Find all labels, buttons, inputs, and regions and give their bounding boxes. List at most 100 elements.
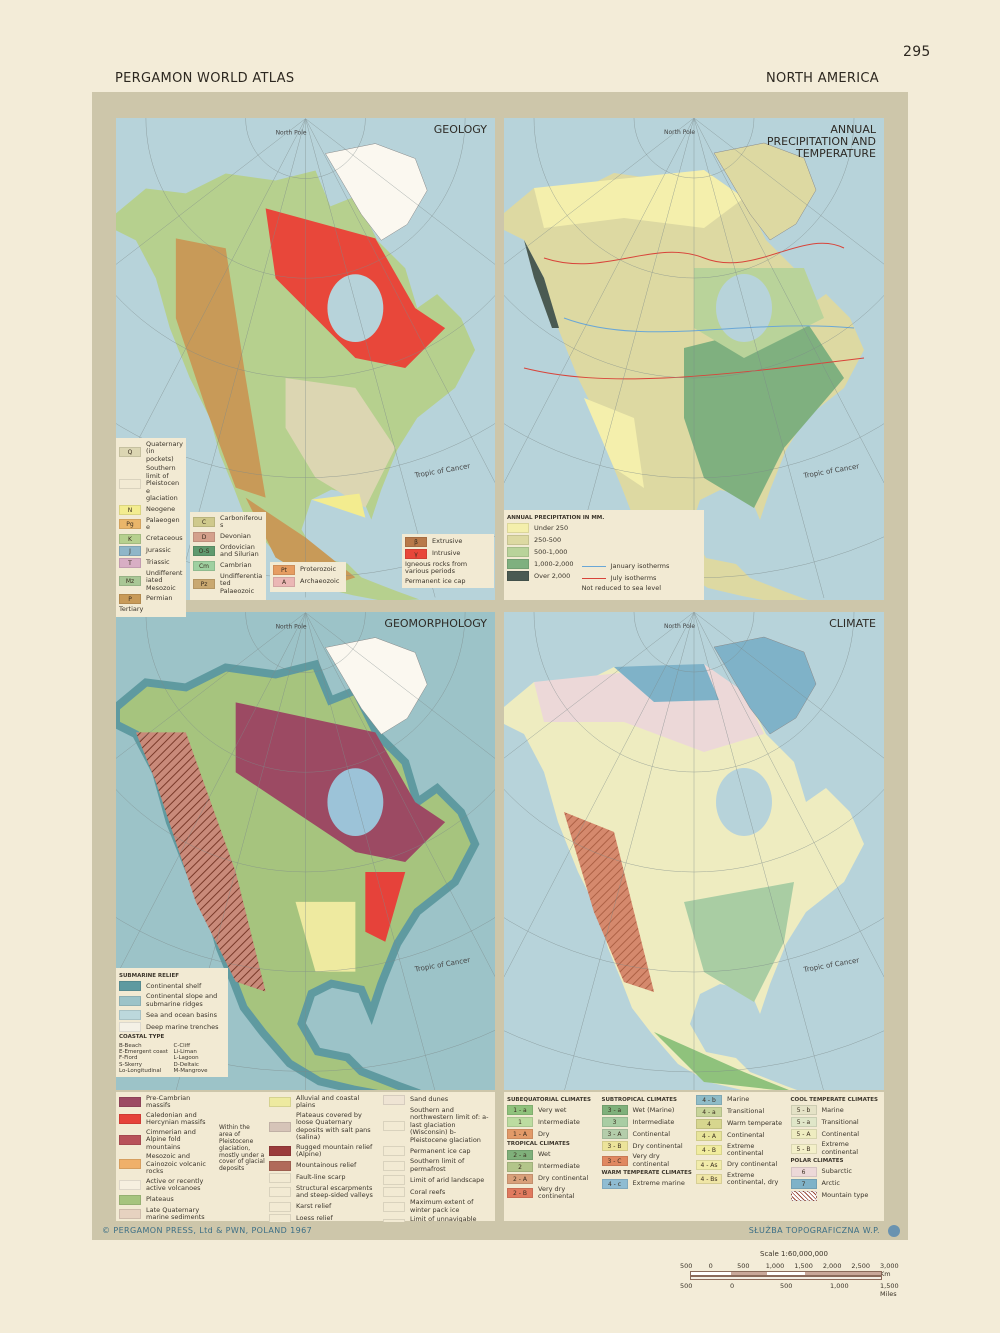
legend-label: Caledonian and Hercynian massifs	[146, 1110, 206, 1127]
legend-swatch	[790, 1190, 817, 1201]
legend-swatch	[269, 1201, 291, 1212]
legend-label: Mountainous relief	[296, 1161, 357, 1170]
legend-label: Ordovician and Silurian	[220, 542, 259, 559]
legend-heading: ANNUAL PRECIPITATION in mm.	[507, 515, 605, 521]
coastal-types: B-Beach C-Cliff E-Emergent coast Li-Liman F-…	[119, 1043, 225, 1075]
scale-tick-label: 500	[680, 1282, 693, 1290]
legend-swatch: 7	[790, 1178, 817, 1189]
legend-swatch	[269, 1097, 291, 1108]
climate-legend: SUBEQUATORIAL CLIMATES 1 - a Very wet 1 Inte…	[504, 1092, 884, 1221]
july-isotherm-line	[523, 357, 865, 380]
legend-swatch	[119, 981, 141, 992]
legend-item: Southern limit of permafrost	[383, 1158, 495, 1173]
legend-item: Alluvial and coastal plains	[269, 1094, 379, 1110]
subtropical-zone	[684, 882, 794, 1002]
geomorphology-submarine-legend: Submarine relief Continental shelf Contine…	[116, 968, 228, 1078]
legend-swatch: 5 - a	[790, 1117, 817, 1128]
north-pole-label: North Pole	[276, 130, 307, 137]
legend-label: Sand dunes	[410, 1095, 449, 1104]
legend-heading: Submarine relief	[119, 973, 179, 979]
legend-swatch: Pt	[273, 565, 295, 575]
legend-swatch: 3 - A	[601, 1129, 628, 1140]
legend-item: 5 - B Extreme continental	[790, 1141, 882, 1156]
legend-label: Southern and northwestern limit of: a- l…	[410, 1106, 489, 1144]
legend-item: Under 250	[507, 523, 574, 534]
legend-item: 1 Intermediate	[507, 1117, 598, 1128]
legend-swatch	[119, 1097, 141, 1108]
coastal-type: F-Fiord	[119, 1055, 138, 1062]
legend-item: 2 - B Very dry continental	[507, 1185, 598, 1201]
legend-swatch	[119, 995, 141, 1006]
precipitation-title: ANNUAL PRECIPITATION AND TEMPERATURE	[766, 123, 876, 161]
north-pole-label: North Pole	[664, 129, 695, 136]
scale-bar: Scale 1:60,000,000 500 0 500 1,000 1,500 2,00…	[680, 1250, 910, 1298]
legend-item: Over 2,000	[507, 571, 574, 582]
legend-swatch: 2 - A	[507, 1173, 533, 1184]
coastal-type: D-Deltaic	[173, 1061, 199, 1068]
legend-item: 2 Intermediate	[507, 1161, 598, 1172]
legend-swatch: K	[119, 533, 141, 544]
legend-swatch	[383, 1120, 405, 1131]
scale-tick-label: 500	[737, 1262, 750, 1270]
isotherm-line-icon	[581, 577, 606, 579]
legend-label: Undifferentiated Palaeozoic	[220, 571, 263, 595]
legend-heading: TROPICAL CLIMATES	[507, 1141, 570, 1148]
legend-label: Wet	[538, 1149, 551, 1158]
scale-tick-label: 500	[680, 1262, 693, 1270]
geology-legend-col3: Pt Proterozoic A Archaeozoic	[270, 562, 346, 592]
legend-item: Late Quaternary marine sediments	[119, 1206, 215, 1222]
isotherm-line-icon	[581, 565, 606, 567]
legend-item: Fault-line scarp	[269, 1172, 379, 1183]
legend-swatch: 4 - A	[696, 1131, 722, 1141]
legend-label: Mountain type	[821, 1190, 869, 1199]
legend-label: Palaeogene	[146, 515, 180, 532]
legend-label: Archaeozoic	[300, 577, 340, 586]
legend-label: Plateaus covered by loose Quaternary dep…	[296, 1110, 371, 1142]
publisher: SŁUŻBA TOPOGRAFICZNA W.P.	[748, 1226, 880, 1235]
legend-item: Q Quaternary (in pockets)	[119, 440, 183, 463]
isotherm-note: Not reduced to sea level	[581, 584, 662, 593]
mountain-type-zone	[564, 812, 654, 992]
coastal-type: Lo-Longitudinal	[119, 1067, 162, 1074]
legend-label: Triassic	[146, 557, 170, 566]
legend-swatch: 3 - B	[601, 1141, 628, 1152]
legend-label: 500-1,000	[534, 547, 568, 556]
legend-item: Plateaus	[119, 1194, 215, 1205]
legend-label: Extreme marine	[632, 1178, 685, 1187]
climate-legend-column: SUBEQUATORIAL CLIMATES 1 - a Very wet 1 Inte…	[507, 1095, 598, 1218]
scale-tick-label: 2,500	[851, 1262, 871, 1270]
legend-swatch	[383, 1187, 405, 1198]
legend-swatch: O-S	[193, 546, 215, 557]
bracket-note: Within the area of Pleistocene glaciatio…	[219, 1124, 265, 1173]
legend-item: D Devonian	[193, 531, 263, 542]
plains	[295, 901, 356, 972]
legend-swatch: 1	[507, 1117, 533, 1128]
legend-item: γ Intrusive	[405, 549, 491, 559]
north-pole-label: North Pole	[664, 623, 695, 630]
climate-legend-column: COOL TEMPERATE CLIMATES 5 - b Marine 5 - a T…	[790, 1095, 882, 1218]
legend-swatch: 3	[601, 1117, 628, 1128]
atlas-title: PERGAMON WORLD ATLAS	[115, 71, 295, 86]
legend-label: Structural escarpments and steep-sided v…	[296, 1183, 373, 1200]
geomorphology-title: GEOMORPHOLOGY	[384, 617, 487, 630]
tropic-label: Tropic of Cancer	[802, 462, 860, 480]
legend-item: 7 Arctic	[790, 1178, 882, 1189]
legend-item: Southern limit of Pleistocene glaciation	[119, 465, 183, 502]
legend-swatch	[269, 1121, 291, 1132]
legend-label: Southern limit of Pleistocene glaciation	[146, 464, 180, 503]
legend-label: Limit of arid landscape	[410, 1175, 485, 1184]
legend-label: Under 250	[534, 523, 569, 532]
cordillera-rocks	[175, 238, 266, 498]
legend-label: Transitional	[727, 1107, 765, 1116]
legend-item: Rugged mountain relief (Alpine)	[269, 1143, 379, 1159]
geology-legend-col2: C Carboniferous D Devonian O-S Ordovician and…	[190, 512, 266, 601]
interior-plains	[285, 377, 396, 508]
legend-label: Alluvial and coastal plains	[296, 1094, 360, 1110]
legend-label: Maximum extent of winter pack ice	[410, 1198, 474, 1214]
legend-label: Intermediate	[538, 1161, 580, 1170]
legend-label: Deep marine trenches	[146, 1022, 219, 1031]
legend-swatch	[507, 559, 529, 570]
legend-label: Continental	[632, 1129, 671, 1138]
legend-label: Cambrian	[220, 561, 252, 570]
legend-swatch	[119, 1135, 141, 1146]
